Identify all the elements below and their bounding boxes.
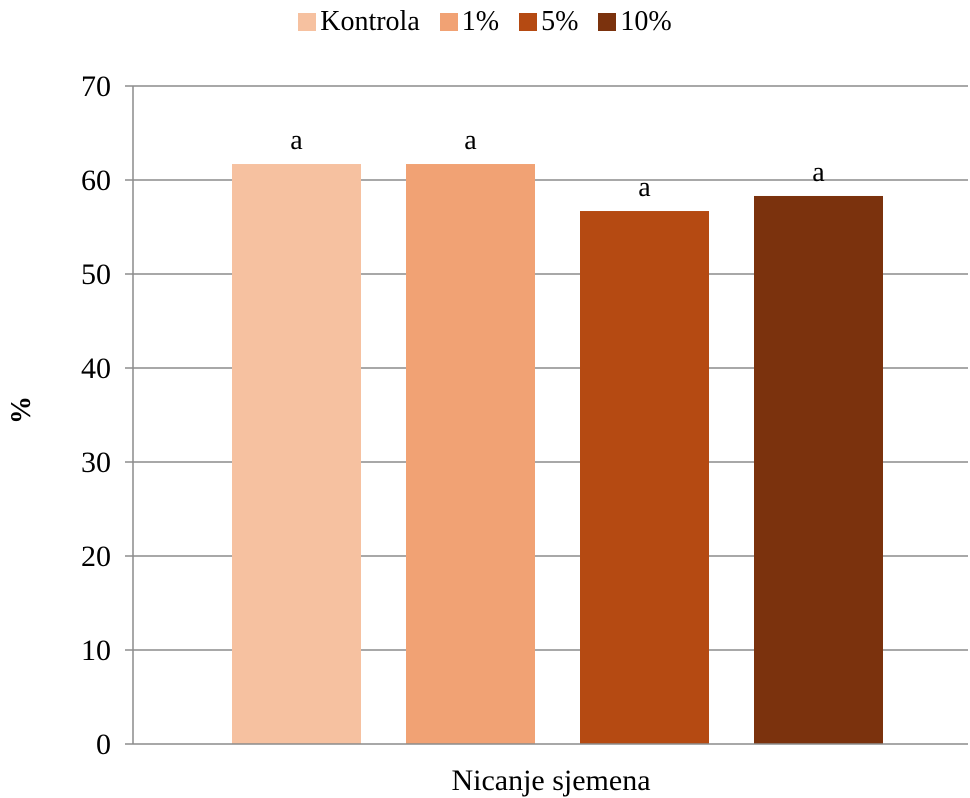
legend-label-10pct: 10%	[620, 6, 672, 37]
legend-item-10pct: 10%	[598, 6, 672, 38]
legend-item-kontrola: Kontrola	[298, 6, 420, 38]
y-tick-label: 40	[81, 352, 111, 385]
bar-annotation-kontrola: a	[290, 125, 303, 156]
bar-annotation-1pct: a	[464, 125, 477, 156]
legend-label-5pct: 5%	[541, 6, 579, 37]
legend-swatch-kontrola	[298, 13, 317, 31]
y-tick-label: 0	[96, 728, 111, 761]
bar-5pct	[580, 211, 709, 744]
legend: Kontrola 1% 5% 10%	[0, 6, 970, 38]
legend-label-kontrola: Kontrola	[320, 6, 420, 37]
bar-10pct	[754, 195, 883, 745]
bars	[232, 164, 883, 745]
legend-swatch-5pct	[519, 13, 538, 31]
y-tick-label: 50	[81, 258, 111, 291]
legend-swatch-1pct	[439, 13, 458, 31]
bar-kontrola	[232, 164, 361, 744]
y-axis-ticks: 0 10 20 30 40 50 60 70	[81, 70, 133, 761]
y-tick-label: 70	[81, 70, 111, 103]
legend-item-5pct: 5%	[519, 6, 578, 38]
bar-1pct	[406, 164, 535, 744]
bar-annotation-5pct: a	[638, 172, 651, 203]
y-tick-label: 10	[81, 634, 111, 667]
y-tick-label: 60	[81, 164, 111, 197]
x-axis-label: Nicanje sjemena	[451, 764, 650, 797]
y-tick-label: 30	[81, 446, 111, 479]
y-axis-label: %	[6, 396, 37, 424]
legend-swatch-10pct	[598, 13, 617, 31]
legend-item-1pct: 1%	[439, 6, 500, 38]
legend-label-1pct: 1%	[461, 6, 500, 37]
bar-annotation-10pct: a	[812, 157, 825, 188]
bar-annotations: a a a a	[290, 125, 825, 203]
y-tick-label: 20	[81, 540, 111, 573]
